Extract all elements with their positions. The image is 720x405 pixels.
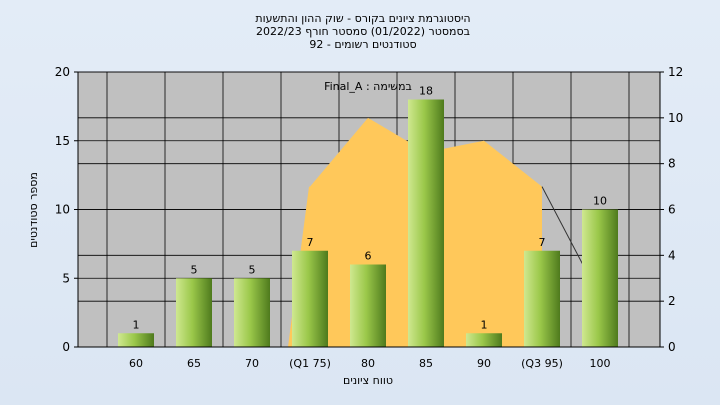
- bar-value-label: 1: [133, 318, 140, 331]
- bar-value-label: 7: [307, 236, 314, 249]
- bar-value-label: 18: [419, 85, 433, 98]
- y-tick-label: 0: [62, 340, 70, 354]
- y2-tick-label: 12: [668, 65, 683, 79]
- x-tick-label: 100: [590, 357, 611, 370]
- bar: [408, 99, 444, 347]
- title-line-1: היסטוגרמת ציונים בקורס - שוק ההון והתשעו…: [255, 12, 470, 25]
- x-tick-label: 90: [477, 357, 491, 370]
- bars-group: [118, 99, 618, 347]
- bar: [524, 250, 560, 347]
- y-tick-label: 10: [55, 203, 70, 217]
- title-line-2: בסמסטר (01/2022) סמסטר חורף 2022/23: [256, 25, 470, 38]
- y2-tick-label: 0: [668, 340, 676, 354]
- bar-value-label: 5: [249, 263, 256, 276]
- y-axis-tick-labels: 0 5 10 15 20: [55, 65, 70, 354]
- y2-tick-label: 8: [668, 157, 676, 171]
- x-tick-label: (Q1 75): [289, 357, 331, 370]
- bar-value-label: 5: [191, 263, 198, 276]
- y2-tick-label: 10: [668, 111, 683, 125]
- bar: [582, 209, 618, 347]
- x-axis-title: טווח ציונים: [343, 374, 393, 387]
- data-labels: 1 5 5 7 6 18 1 7 10: [133, 85, 608, 332]
- y-axis-title: מספר סטודנטים: [27, 172, 40, 248]
- x-axis-tick-labels: 60 65 70 (Q1 75) 80 85 90 (Q3 95) 100: [129, 357, 611, 370]
- annotation-text: Final_A : במשימה: [324, 80, 412, 93]
- axes: [74, 71, 664, 348]
- x-tick-label: (Q3 95): [521, 357, 563, 370]
- x-tick-label: 80: [361, 357, 375, 370]
- bar: [292, 250, 328, 347]
- bar: [234, 278, 270, 347]
- x-tick-label: 70: [245, 357, 259, 370]
- title-line-3: סטודנטים רשומים - 92: [309, 38, 416, 51]
- bar: [176, 278, 212, 347]
- x-tick-label: 60: [129, 357, 143, 370]
- bar-value-label: 7: [539, 236, 546, 249]
- bar: [118, 333, 154, 347]
- y2-tick-label: 6: [668, 203, 676, 217]
- y2-axis-tick-labels: 0 2 4 6 8 10 12: [668, 65, 683, 354]
- bar-value-label: 6: [365, 250, 372, 263]
- y-tick-label: 20: [55, 65, 70, 79]
- area-tail-line: [541, 186, 585, 268]
- y2-tick-label: 2: [668, 294, 676, 308]
- y2-tick-label: 4: [668, 248, 676, 262]
- bar-value-label: 1: [481, 318, 488, 331]
- bar-value-label: 10: [593, 195, 607, 208]
- y-tick-label: 5: [62, 271, 70, 285]
- x-tick-label: 65: [187, 357, 201, 370]
- bar: [350, 264, 386, 347]
- chart-title: היסטוגרמת ציונים בקורס - שוק ההון והתשעו…: [255, 12, 470, 51]
- bar: [466, 333, 502, 347]
- x-tick-label: 85: [419, 357, 433, 370]
- y-tick-label: 15: [55, 134, 70, 148]
